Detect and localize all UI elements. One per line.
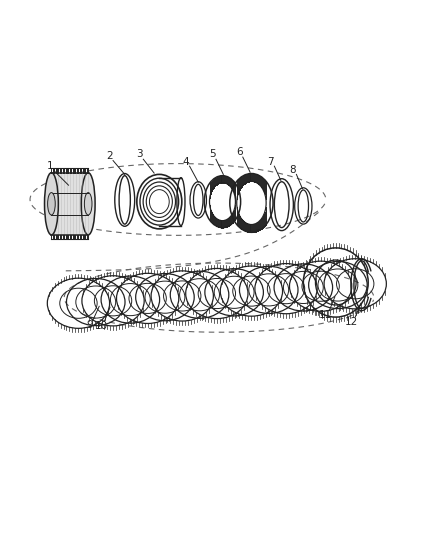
Text: 4: 4 <box>183 157 190 167</box>
Text: 3: 3 <box>137 149 143 159</box>
Text: 12: 12 <box>345 317 358 327</box>
Ellipse shape <box>45 173 58 235</box>
Text: 6: 6 <box>236 147 243 157</box>
Text: 5: 5 <box>209 149 216 159</box>
Ellipse shape <box>85 192 92 215</box>
Ellipse shape <box>81 173 95 235</box>
Text: 1: 1 <box>46 161 53 171</box>
Text: 11: 11 <box>319 310 332 320</box>
Text: 7: 7 <box>268 157 274 167</box>
Text: 10: 10 <box>95 321 108 331</box>
Text: 9: 9 <box>86 320 92 330</box>
Text: 2: 2 <box>106 151 113 161</box>
Polygon shape <box>51 173 88 235</box>
Ellipse shape <box>48 192 55 215</box>
Text: 8: 8 <box>290 165 296 175</box>
